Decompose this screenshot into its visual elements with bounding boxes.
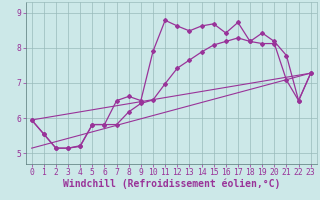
- X-axis label: Windchill (Refroidissement éolien,°C): Windchill (Refroidissement éolien,°C): [62, 179, 280, 189]
